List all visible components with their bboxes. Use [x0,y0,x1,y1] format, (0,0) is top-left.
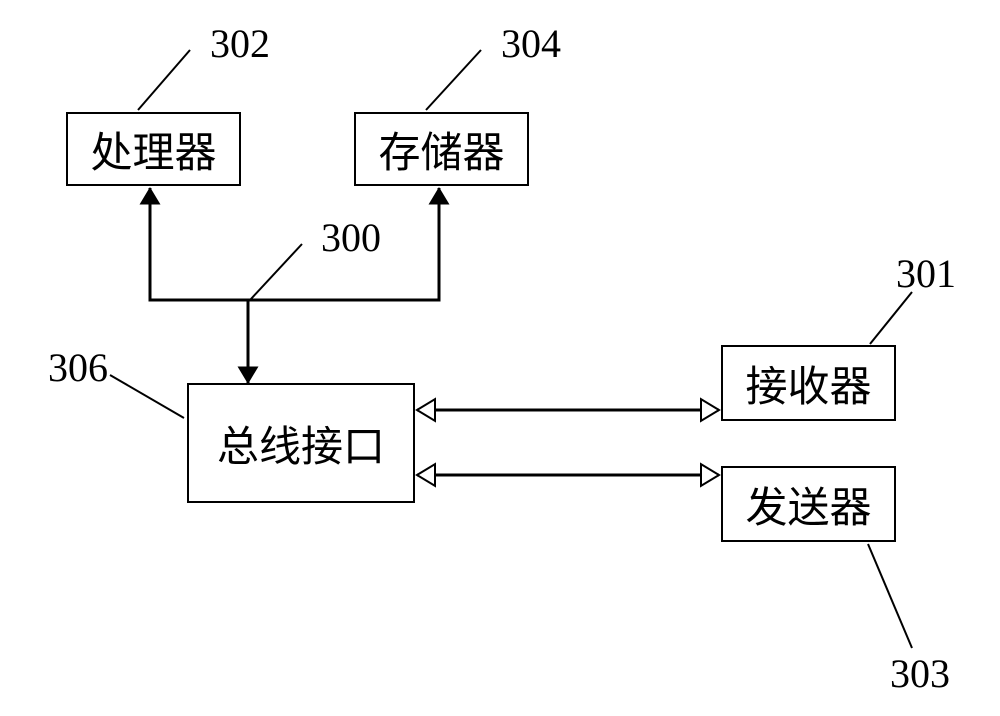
ref-label-302: 302 [210,20,270,67]
node-memory-label: 存储器 [378,119,504,180]
node-receiver: 接收器 [721,345,896,421]
ref-label-303: 303 [890,650,950,697]
diagram-canvas: 处理器 存储器 总线接口 接收器 发送器 302 304 300 306 301… [0,0,1000,716]
node-transmitter: 发送器 [721,466,896,542]
node-processor-label: 处理器 [90,119,216,180]
node-transmitter-label: 发送器 [745,474,871,535]
ref-label-301: 301 [896,250,956,297]
node-processor: 处理器 [66,112,241,186]
ref-label-300: 300 [321,214,381,261]
node-receiver-label: 接收器 [745,353,871,414]
node-bus-interface: 总线接口 [187,383,415,503]
node-bus-interface-label: 总线接口 [217,413,385,474]
ref-label-304: 304 [501,20,561,67]
ref-label-306: 306 [48,344,108,391]
node-memory: 存储器 [354,112,529,186]
